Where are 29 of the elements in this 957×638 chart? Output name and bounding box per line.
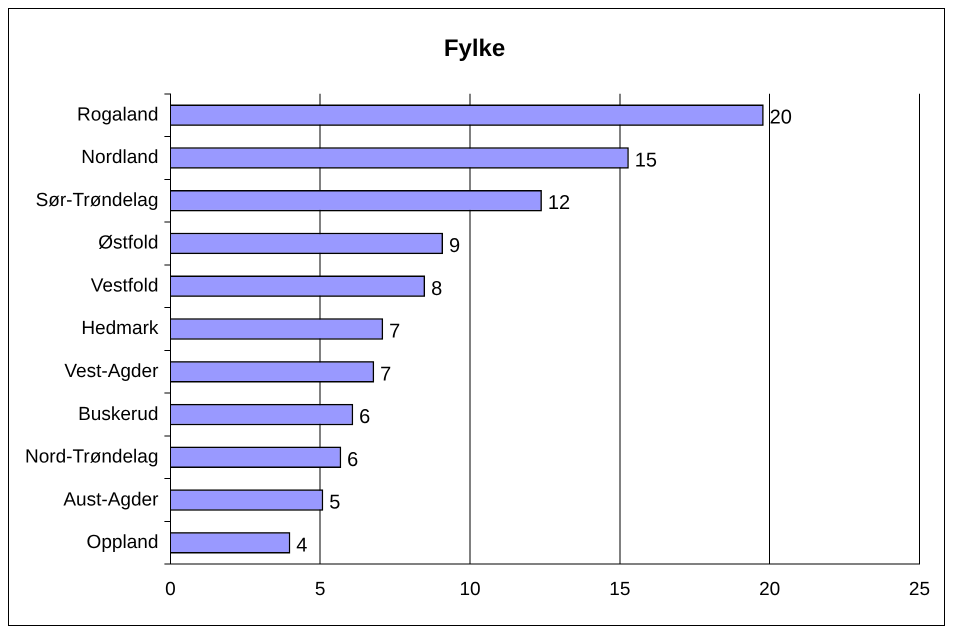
y-tick-label: Østfold — [98, 232, 158, 254]
y-tick-label: Sør-Trøndelag — [36, 190, 158, 211]
data-label: 4 — [296, 534, 308, 556]
data-label: 8 — [431, 278, 442, 300]
data-label: 6 — [347, 448, 358, 471]
y-tick-label: Nord-Trøndelag — [24, 446, 158, 468]
x-tick-label: 0 — [165, 578, 176, 600]
y-tick-label: Rogaland — [77, 104, 158, 126]
y-tick-label: Vest-Agder — [64, 361, 160, 382]
data-label: 15 — [634, 149, 658, 172]
y-tick-label: Oppland — [86, 532, 158, 554]
data-label: 7 — [389, 320, 400, 343]
data-label: 5 — [329, 492, 340, 514]
x-tick-label: 25 — [908, 578, 930, 600]
data-label: 6 — [359, 406, 370, 428]
x-tick-label: 5 — [314, 578, 326, 600]
chart-title: Fylke — [444, 35, 506, 62]
y-tick-label: Hedmark — [81, 318, 159, 340]
data-label: 20 — [770, 106, 792, 129]
data-label: 7 — [380, 363, 392, 386]
x-tick-label: 15 — [609, 578, 630, 600]
y-tick-label: Buskerud — [78, 404, 158, 425]
data-label: 12 — [548, 192, 570, 214]
y-tick-label: Nordland — [81, 147, 158, 168]
x-tick-label: 20 — [759, 578, 780, 600]
y-tick-label: Vestfold — [90, 275, 158, 296]
x-tick-label: 10 — [459, 578, 481, 600]
y-tick-label: Aust-Agder — [63, 489, 160, 510]
data-label: 9 — [449, 234, 460, 257]
